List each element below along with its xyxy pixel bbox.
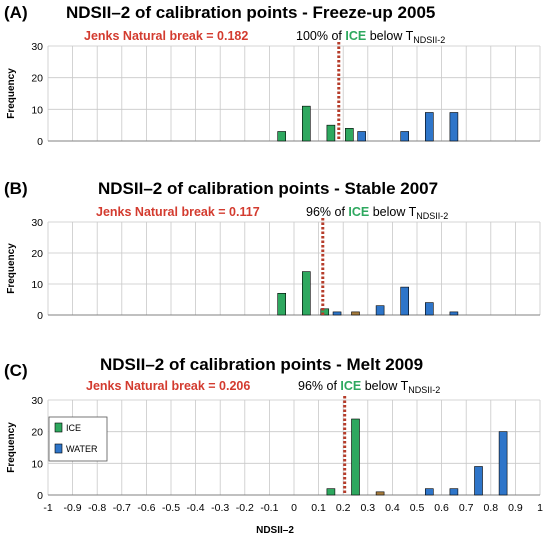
panel-b-y-tick-label: 30 bbox=[31, 217, 43, 229]
panel-a-y-tick-label: 0 bbox=[37, 136, 43, 148]
x-tick-label: 0.2 bbox=[336, 502, 351, 514]
panel-b-bar-water bbox=[332, 311, 342, 316]
x-tick-label: -0.4 bbox=[187, 502, 205, 514]
x-tick-label: 1 bbox=[537, 502, 543, 514]
panel-a-title: NDSII–2 of calibration points - Freeze-u… bbox=[66, 3, 435, 22]
panel-b-bar-water bbox=[449, 311, 459, 316]
x-tick-label: 0 bbox=[291, 502, 297, 514]
x-tick-label: 0.5 bbox=[410, 502, 425, 514]
panel-c-jenks-label: Jenks Natural break = 0.206 bbox=[86, 379, 250, 393]
panel-c-pct-ice-word: ICE bbox=[340, 379, 361, 393]
panel-b-y-tick-label: 10 bbox=[31, 279, 43, 291]
panel-c-y-tick-label: 20 bbox=[31, 427, 43, 439]
panel-c-plot-area: 0 10 20 30 Frequency bbox=[6, 395, 541, 502]
panel-a-bar-water bbox=[424, 112, 434, 142]
x-tick-label: 0.1 bbox=[311, 502, 326, 514]
panel-a-pct-below: below T bbox=[370, 29, 414, 43]
panel-c-y-tick-label: 30 bbox=[31, 395, 43, 407]
panel-a-ice-percentage: 100% of ICE below TNDSII-2 bbox=[296, 29, 445, 45]
panel-c-pct-prefix: 96% of bbox=[298, 379, 337, 393]
x-tick-label: 0.3 bbox=[360, 502, 375, 514]
x-tick-label: 0.6 bbox=[434, 502, 449, 514]
x-tick-label: 0.7 bbox=[459, 502, 474, 514]
x-tick-label: -0.8 bbox=[88, 502, 106, 514]
panel-b-y-tick-label: 20 bbox=[31, 248, 43, 260]
legend-water-swatch bbox=[54, 443, 63, 454]
x-tick-label: -1 bbox=[43, 502, 52, 514]
x-axis-title: NDSII–2 bbox=[256, 525, 294, 536]
panel-b-bar-water bbox=[424, 302, 434, 316]
panel-c-bar-water bbox=[498, 431, 508, 496]
panel-c-pct-subscript: NDSII-2 bbox=[408, 385, 440, 395]
panel-a-pct-prefix: 100% of bbox=[296, 29, 342, 43]
panel-b-bar-overlap bbox=[351, 311, 360, 316]
panel-b-bar-water bbox=[400, 286, 410, 316]
x-tick-label: -0.5 bbox=[162, 502, 180, 514]
legend: ICE WATER bbox=[48, 416, 108, 462]
panel-b-bar-ice bbox=[301, 271, 311, 316]
x-tick-label: -0.7 bbox=[113, 502, 131, 514]
panel-c-bar-ice bbox=[351, 418, 360, 496]
x-tick-label: -0.3 bbox=[211, 502, 229, 514]
panel-c-letter: (C) bbox=[4, 361, 28, 380]
panel-c-title: NDSII–2 of calibration points - Melt 200… bbox=[100, 355, 423, 374]
panel-a-bar-water bbox=[400, 131, 410, 142]
panel-b-y-axis-title: Frequency bbox=[6, 243, 17, 294]
panel-a-letter: (A) bbox=[4, 3, 28, 22]
panel-a-jenks-label: Jenks Natural break = 0.182 bbox=[84, 29, 248, 43]
panel-a-y-tick-label: 20 bbox=[31, 73, 43, 85]
x-tick-label: -0.6 bbox=[137, 502, 155, 514]
x-tick-label: -0.1 bbox=[260, 502, 278, 514]
panel-b-pct-below: below T bbox=[373, 205, 417, 219]
panel-c-y-tick-label: 0 bbox=[37, 490, 43, 502]
panel-c-y-axis-title: Frequency bbox=[6, 422, 17, 473]
panel-b-bar-ice bbox=[320, 308, 330, 316]
panel-a-bar-ice bbox=[301, 105, 311, 142]
panel-b: (B) NDSII–2 of calibration points - Stab… bbox=[4, 179, 541, 322]
legend-water-label: WATER bbox=[66, 444, 98, 454]
panel-c: (C) NDSII–2 of calibration points - Melt… bbox=[4, 355, 543, 536]
panel-c-ice-percentage: 96% of ICE below TNDSII-2 bbox=[298, 379, 440, 395]
panel-a-pct-subscript: NDSII-2 bbox=[413, 35, 445, 45]
panel-b-title: NDSII–2 of calibration points - Stable 2… bbox=[98, 179, 438, 198]
x-tick-label: -0.2 bbox=[236, 502, 254, 514]
panel-c-bar-water bbox=[424, 488, 434, 496]
panel-a-bar-water bbox=[449, 112, 459, 142]
panel-c-bar-overlap bbox=[375, 491, 385, 496]
panel-a-pct-ice-word: ICE bbox=[345, 29, 366, 43]
panel-b-pct-subscript: NDSII-2 bbox=[416, 211, 448, 221]
x-tick-label: 0.9 bbox=[508, 502, 523, 514]
panel-b-jenks-label: Jenks Natural break = 0.117 bbox=[96, 205, 260, 219]
panel-b-ice-percentage: 96% of ICE below TNDSII-2 bbox=[306, 205, 448, 221]
x-tick-label: 0.4 bbox=[385, 502, 400, 514]
panel-c-pct-below: below T bbox=[365, 379, 409, 393]
legend-ice-swatch bbox=[54, 422, 63, 433]
panel-a-y-tick-label: 30 bbox=[31, 41, 43, 53]
panel-a-bar-ice bbox=[277, 131, 287, 142]
panel-b-letter: (B) bbox=[4, 179, 28, 198]
x-tick-label: 0.8 bbox=[483, 502, 498, 514]
panel-a-y-axis-title: Frequency bbox=[6, 68, 17, 119]
panel-a-bar-ice bbox=[345, 128, 354, 142]
legend-ice-label: ICE bbox=[66, 423, 81, 433]
panel-a-bar-ice bbox=[326, 124, 336, 142]
panel-a: (A) NDSII–2 of calibration points - Free… bbox=[4, 3, 541, 148]
panel-c-bar-water bbox=[449, 488, 459, 496]
panel-c-bar-water bbox=[474, 466, 483, 496]
panel-b-y-tick-label: 0 bbox=[37, 310, 43, 322]
panel-b-bar-ice bbox=[277, 292, 287, 316]
panel-b-pct-prefix: 96% of bbox=[306, 205, 345, 219]
x-tick-label: -0.9 bbox=[64, 502, 82, 514]
panel-b-bar-water bbox=[375, 305, 385, 316]
panel-b-plot-area: 0 10 20 30 Frequency bbox=[6, 217, 541, 322]
panel-b-pct-ice-word: ICE bbox=[348, 205, 369, 219]
panel-a-plot-area: 0 10 20 30 Frequency bbox=[6, 41, 541, 148]
panel-a-y-tick-label: 10 bbox=[31, 104, 43, 116]
panel-c-y-tick-label: 10 bbox=[31, 458, 43, 470]
panel-a-bar-water bbox=[357, 131, 366, 142]
panel-c-bar-ice bbox=[326, 488, 336, 496]
x-tick-labels: -1 -0.9 -0.8 -0.7 -0.6 -0.5 -0.4 -0.3 -0.2 -0.1 0 0… bbox=[43, 502, 543, 514]
